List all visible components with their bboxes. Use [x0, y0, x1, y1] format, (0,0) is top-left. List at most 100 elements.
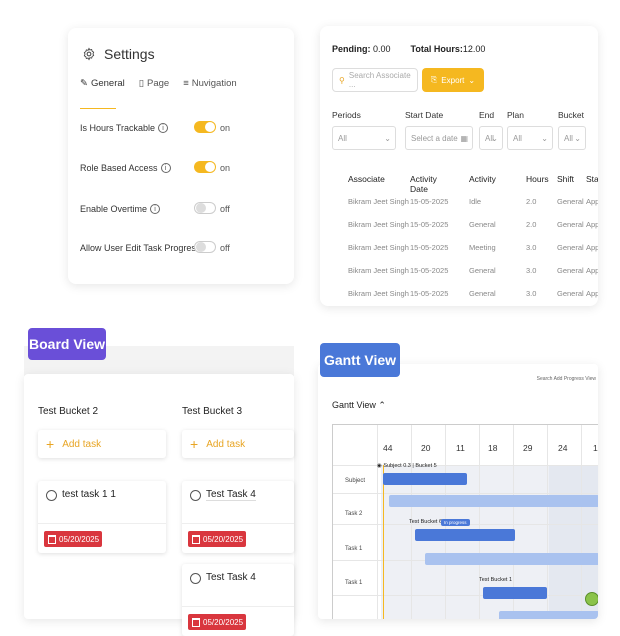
pending-summary: Pending: 0.00	[332, 44, 391, 54]
bucket-title: Test Bucket 3	[182, 406, 243, 417]
gear-icon	[83, 47, 95, 61]
task-card[interactable]: Test Task 4 05/20/2025	[182, 564, 294, 636]
calendar-icon	[192, 534, 200, 544]
export-icon: ⎘	[430, 75, 438, 84]
setting-label: Allow User Edit Task Progress	[80, 243, 201, 253]
bucket-title: Test Bucket 2	[38, 406, 99, 417]
chevron-down-icon: ⌄	[574, 133, 581, 143]
total-hours-summary: Total Hours:12.00	[410, 44, 486, 54]
filter-start-date-input[interactable]: Select a date ▦	[405, 126, 473, 150]
gantt-bar-label: Test Bucket 1	[479, 577, 513, 583]
column-header[interactable]: Hours	[526, 174, 549, 184]
timeline-date: 11	[456, 443, 465, 453]
column-header[interactable]: Shift	[557, 174, 575, 184]
calendar-icon: ▦	[460, 133, 468, 143]
chevron-up-icon: ⌃	[378, 400, 386, 410]
gantt-view-panel: Search Add Progress View Gantt View ⌃ 44…	[318, 364, 598, 619]
chevron-down-icon: ⌄	[491, 133, 498, 143]
gantt-row-label: Subject	[345, 478, 366, 484]
board-view-panel: Test Bucket 2 Test Bucket 3 + Add task +…	[24, 374, 294, 636]
gantt-bar[interactable]	[483, 587, 547, 599]
tab-navigation[interactable]: ≡ Nuvigation	[183, 78, 236, 93]
timeline-date: 24	[558, 443, 568, 453]
avatar[interactable]	[585, 592, 598, 606]
column-header[interactable]: Activity Date	[410, 174, 437, 194]
filter-end-label: End	[479, 110, 495, 120]
task-name: Test Task 4	[206, 572, 256, 583]
hours-trackable-toggle[interactable]	[194, 121, 216, 133]
add-task-button[interactable]: + Add task	[182, 430, 294, 458]
filter-end-select[interactable]: All ⌄	[479, 126, 503, 150]
tab-general-label: General	[90, 78, 125, 89]
add-task-label: Add task	[206, 438, 246, 450]
info-icon[interactable]: i	[150, 204, 161, 214]
task-card[interactable]: Test Task 4 05/20/2025	[182, 481, 294, 553]
filter-plan-select[interactable]: All ⌄	[507, 126, 553, 150]
due-date-badge: 05/20/2025	[44, 531, 102, 547]
timeline-date: 1	[593, 443, 598, 453]
plus-icon: +	[190, 436, 199, 452]
settings-tabs: ✎ General ▯ Page ≡ Nuvigation	[80, 78, 282, 93]
enable-overtime-toggle[interactable]	[194, 202, 216, 214]
settings-panel: Settings ✎ General ▯ Page ≡ Nuvigation I…	[68, 28, 294, 284]
settings-header: Settings	[82, 46, 282, 62]
gantt-grid: 44 20 11 18 29 24 1 Subject Task 2 Task …	[332, 424, 598, 619]
export-button[interactable]: ⎘ Export ⌄	[422, 68, 484, 92]
gantt-bar-label: ◉ Subject 0.3 | Bucket 5	[377, 463, 437, 469]
filter-periods-select[interactable]: All ⌄	[332, 126, 396, 150]
gantt-bar[interactable]	[389, 495, 598, 507]
timeline-date: 20	[421, 443, 431, 453]
search-associate-input[interactable]: ⚲ Search Associate ...	[332, 68, 418, 92]
setting-label: Is Hours Trackable	[80, 123, 156, 133]
toggle-state: off	[220, 204, 230, 214]
setting-label: Role Based Access	[80, 163, 158, 173]
task-complete-checkbox[interactable]	[190, 573, 201, 584]
export-label: Export	[441, 75, 465, 85]
gantt-bar[interactable]	[499, 611, 598, 619]
filter-plan-label: Plan	[507, 110, 525, 120]
gantt-title[interactable]: Gantt View ⌃	[332, 400, 386, 410]
gantt-toolbar[interactable]: Search Add Progress View	[536, 376, 596, 382]
gantt-row-label: Task 2	[345, 511, 363, 517]
board-view-tag: Board View	[28, 328, 106, 360]
allow-edit-progress-toggle[interactable]	[194, 241, 216, 253]
filter-periods-label: Periods	[332, 110, 361, 120]
gantt-bar[interactable]	[425, 553, 598, 565]
add-task-button[interactable]: + Add task	[38, 430, 166, 458]
document-icon: ▯	[138, 78, 145, 89]
task-card[interactable]: test task 1 1 05/20/2025	[38, 481, 166, 553]
timesheet-summary: Pending: 0.00 Total Hours:12.00	[332, 44, 586, 54]
brush-icon: ✎	[80, 78, 88, 89]
chevron-down-icon: ⌄	[541, 133, 548, 143]
chevron-down-icon: ⌄	[468, 75, 476, 85]
tab-general[interactable]: ✎ General	[80, 78, 125, 93]
setting-label: Enable Overtime	[80, 204, 148, 214]
tab-navigation-label: Nuvigation	[191, 78, 237, 89]
setting-hours-trackable: Is Hours Trackable i	[80, 123, 169, 133]
chevron-down-icon: ⌄	[384, 133, 391, 143]
task-name: test task 1 1	[62, 489, 116, 500]
task-complete-checkbox[interactable]	[190, 490, 201, 501]
gantt-row-label: Task 1	[345, 546, 363, 552]
timesheet-panel: Pending: 0.00 Total Hours:12.00 ⚲ Search…	[320, 26, 598, 306]
plus-icon: +	[46, 436, 55, 452]
gantt-view-tag: Gantt View	[320, 343, 400, 377]
setting-role-based-access: Role Based Access i	[80, 163, 171, 173]
column-header[interactable]: Stat	[586, 174, 598, 184]
gantt-bar[interactable]	[383, 473, 467, 485]
column-header[interactable]: Associate	[348, 174, 385, 184]
due-date-badge: 05/20/2025	[188, 531, 246, 547]
task-complete-checkbox[interactable]	[46, 490, 57, 501]
gantt-bar[interactable]	[415, 529, 515, 541]
toggle-state: off	[220, 243, 230, 253]
search-placeholder: Search Associate ...	[348, 71, 411, 89]
info-icon[interactable]: i	[158, 123, 169, 133]
column-header[interactable]: Activity	[469, 174, 496, 184]
gantt-row-label: Task 1	[345, 580, 363, 586]
tab-page[interactable]: ▯ Page	[139, 78, 169, 93]
role-based-access-toggle[interactable]	[194, 161, 216, 173]
info-icon[interactable]: i	[160, 163, 171, 173]
today-marker	[383, 465, 384, 619]
filter-bucket-select[interactable]: All ⌄	[558, 126, 586, 150]
calendar-icon	[48, 534, 56, 544]
